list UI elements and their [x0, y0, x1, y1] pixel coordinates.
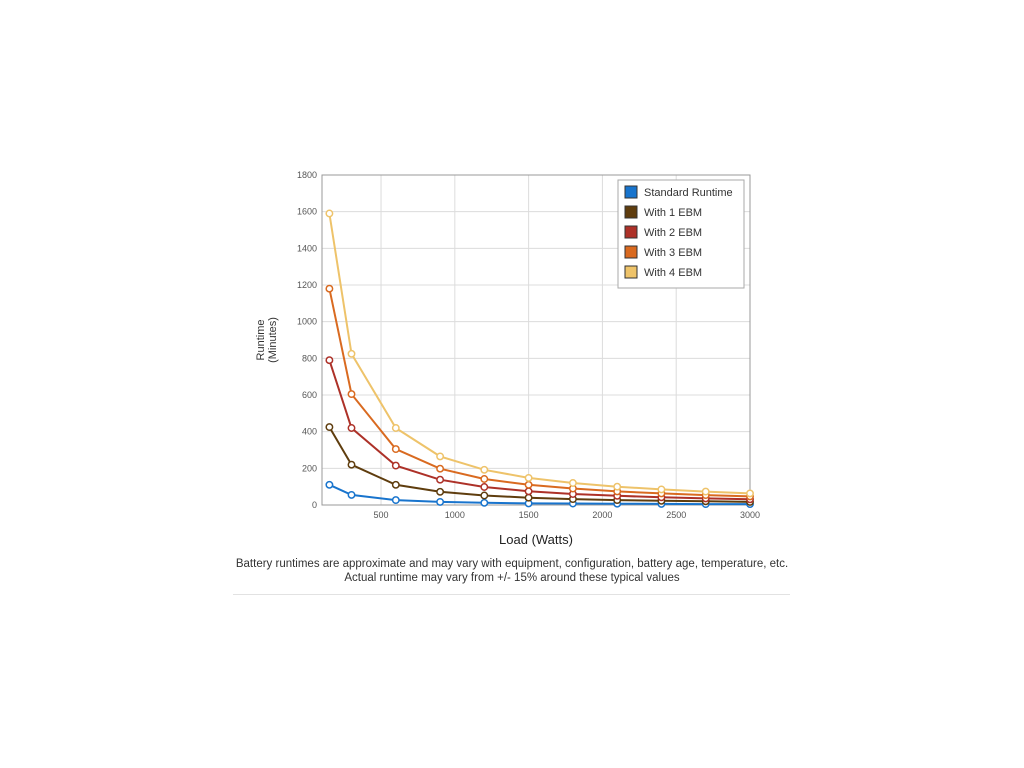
series-marker	[391, 445, 400, 454]
y-tick-label: 1000	[297, 317, 317, 327]
series-marker	[480, 491, 489, 500]
y-axis-title: (Minutes)	[267, 317, 279, 363]
legend-swatch	[624, 225, 638, 239]
y-tick-label: 600	[302, 390, 317, 400]
chart-caption: Battery runtimes are approximate and may…	[0, 557, 1024, 585]
x-tick-label: 2500	[666, 510, 686, 520]
series-marker	[391, 461, 400, 470]
y-tick-label: 400	[302, 427, 317, 437]
legend-swatch	[624, 245, 638, 259]
y-tick-label: 800	[302, 353, 317, 363]
series-marker	[391, 496, 400, 505]
legend-label: With 4 EBM	[644, 267, 702, 279]
series-marker	[436, 475, 445, 484]
x-tick-label: 2000	[592, 510, 612, 520]
series-marker	[436, 487, 445, 496]
series-marker	[436, 452, 445, 461]
series-marker	[347, 390, 356, 399]
x-tick-label: 1500	[519, 510, 539, 520]
series-marker	[325, 423, 334, 432]
series-marker	[325, 209, 334, 218]
series-marker	[347, 460, 356, 469]
runtime-chart-svg: 500 1000 1500 2000 2500 3000 0 200 400 600 800 1000…	[255, 170, 760, 520]
series-marker	[325, 356, 334, 365]
legend-label: With 1 EBM	[644, 207, 702, 219]
legend-box	[617, 179, 745, 289]
x-axis-title: Load (Watts)	[499, 532, 573, 547]
series-marker	[480, 475, 489, 483]
series-marker	[480, 498, 489, 507]
series-marker	[701, 487, 710, 496]
series-marker	[325, 480, 334, 489]
series-marker	[436, 497, 445, 506]
x-tick-label: 1000	[445, 510, 465, 520]
caption-line-2: Actual runtime may vary from +/- 15% aro…	[344, 572, 680, 584]
series-marker	[524, 493, 533, 502]
series-marker	[347, 490, 356, 499]
legend-label: With 2 EBM	[644, 227, 702, 239]
legend-label: With 3 EBM	[644, 247, 702, 259]
series-marker	[657, 485, 666, 494]
series-marker	[391, 424, 400, 432]
y-axis-title: Runtime	[255, 320, 267, 361]
series-marker	[391, 480, 400, 489]
series-marker	[524, 487, 533, 496]
runtime-chart: 500 1000 1500 2000 2500 3000 0 200 400 600 800 1000…	[250, 170, 760, 570]
y-tick-label: 1200	[297, 280, 317, 290]
series-marker	[480, 465, 489, 474]
series-marker	[347, 349, 356, 358]
x-tick-label: 3000	[740, 510, 760, 520]
legend-label: Standard Runtime	[644, 187, 733, 199]
y-tick-label: 1400	[297, 243, 317, 253]
series-marker	[746, 489, 754, 498]
series-marker	[480, 483, 489, 491]
legend-swatch	[624, 205, 638, 219]
x-tick-label: 500	[374, 510, 389, 520]
y-tick-label: 1600	[297, 207, 317, 217]
legend-swatch	[624, 185, 638, 199]
series-marker	[524, 473, 533, 482]
plot-border	[321, 174, 751, 506]
caption-line-1: Battery runtimes are approximate and may…	[235, 558, 789, 570]
series-marker	[568, 479, 577, 487]
series-marker	[524, 480, 533, 489]
legend-swatch	[624, 265, 638, 279]
y-tick-label: 200	[302, 463, 317, 473]
y-tick-label: 0	[312, 500, 317, 510]
series-marker	[436, 464, 445, 473]
series-marker	[325, 284, 334, 293]
series-marker	[347, 424, 356, 432]
series-marker	[613, 482, 622, 491]
y-tick-label: 1800	[297, 170, 317, 180]
divider	[233, 594, 790, 595]
